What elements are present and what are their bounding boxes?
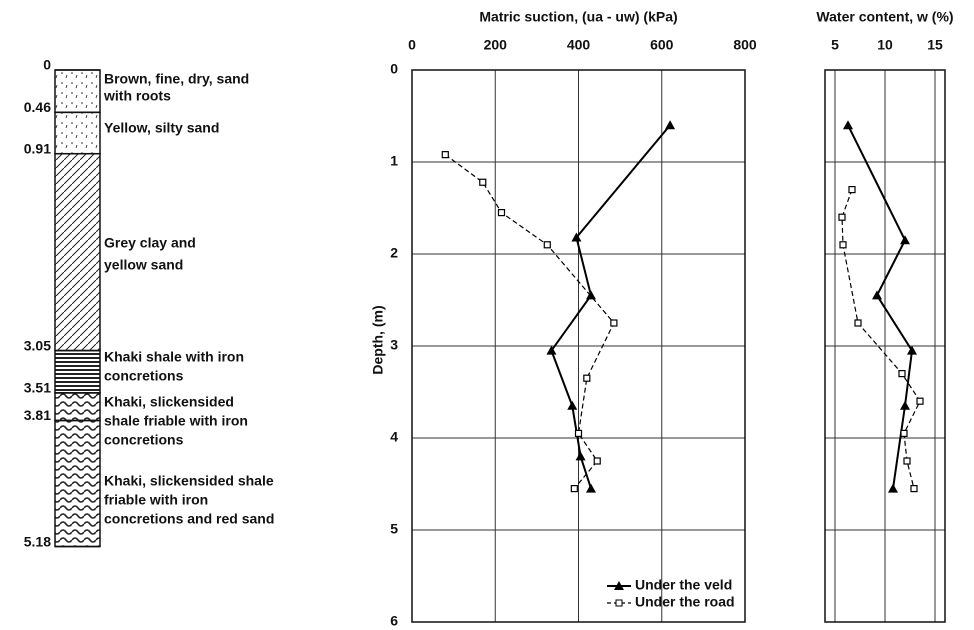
layer-description: Grey clay and (104, 235, 196, 251)
y-tick-label: 0 (390, 61, 398, 77)
soil-layer (54, 69, 101, 114)
plot-frame (411, 69, 746, 623)
data-point (575, 451, 586, 461)
layer-description: Brown, fine, dry, sand (104, 71, 249, 87)
data-point (497, 209, 506, 217)
x-tick-label: 400 (567, 37, 591, 53)
data-point (872, 290, 882, 300)
series-line (847, 124, 914, 489)
depth-label: 3.81 (24, 407, 51, 423)
y-tick-label: 6 (390, 613, 398, 629)
x-tick-label: 200 (484, 37, 508, 53)
soil-layer (54, 349, 101, 394)
x-tick-label: 600 (650, 37, 674, 53)
data-point (574, 429, 583, 437)
layer-description: concretions and red sand (104, 511, 274, 527)
data-point (585, 483, 596, 493)
layer-description: Khaki, slickensided (104, 394, 234, 410)
data-point (839, 241, 847, 249)
soil-layer (54, 111, 101, 155)
data-point (903, 457, 911, 465)
layer-description: Yellow, silty sand (104, 120, 219, 136)
data-point (916, 397, 924, 405)
data-point (900, 235, 910, 245)
data-point (571, 232, 582, 242)
depth-label: 5.18 (24, 533, 51, 549)
data-point (583, 374, 591, 382)
chart-title: Matric suction, (ua - uw) (kPa) (479, 9, 677, 25)
data-point (900, 400, 910, 410)
data-point (848, 186, 856, 194)
data-point (907, 345, 917, 355)
series-line (841, 189, 921, 489)
data-point (838, 213, 846, 221)
depth-label: 3.51 (24, 380, 51, 396)
y-tick-label: 5 (390, 521, 398, 537)
data-point (570, 485, 578, 493)
x-tick-label: 800 (733, 37, 757, 53)
y-tick-label: 1 (390, 153, 398, 169)
legend-label: Under the veld (635, 577, 732, 593)
data-point (441, 151, 449, 159)
x-tick-label: 15 (927, 37, 943, 53)
x-tick-label: 0 (408, 37, 416, 53)
data-point (543, 241, 551, 249)
depth-label: 0.91 (24, 140, 51, 156)
legend-label: Under the road (635, 594, 735, 610)
depth-label: 0.46 (24, 99, 51, 115)
layer-description: concretions (104, 368, 184, 384)
data-point (854, 319, 862, 327)
chart-title: Water content, w (%) (816, 9, 953, 25)
layer-description: Khaki shale with iron (104, 349, 244, 365)
data-point (546, 345, 557, 355)
data-point (888, 483, 898, 493)
data-point (593, 457, 601, 465)
series-line (550, 124, 671, 489)
y-tick-label: 3 (390, 337, 398, 353)
data-point (898, 370, 906, 378)
legend-marker (615, 599, 623, 607)
x-tick-label: 10 (877, 37, 893, 53)
y-axis-label: Depth, (m) (370, 305, 386, 374)
depth-label: 0 (43, 57, 51, 73)
data-point (843, 120, 853, 130)
layer-description: yellow sand (104, 257, 183, 273)
soil-layer (54, 392, 101, 422)
layer-description: shale friable with iron (104, 413, 248, 429)
series-line (444, 154, 615, 489)
x-tick-label: 5 (831, 37, 839, 53)
data-point (610, 319, 618, 327)
soil-layer (54, 419, 101, 548)
y-tick-label: 2 (390, 245, 398, 261)
legend-marker (614, 581, 624, 590)
layer-description: concretions (104, 432, 184, 448)
data-point (567, 400, 578, 410)
data-point (910, 485, 918, 493)
plot-frame (824, 69, 946, 623)
data-point (479, 178, 487, 186)
layer-description: Khaki, slickensided shale (104, 473, 274, 489)
data-point (585, 290, 596, 300)
data-point (665, 120, 676, 130)
layer-description: friable with iron (104, 492, 208, 508)
layer-description: with roots (103, 88, 171, 104)
y-tick-label: 4 (390, 429, 398, 445)
data-point (900, 429, 908, 437)
soil-layer (54, 152, 101, 352)
depth-label: 3.05 (24, 337, 51, 353)
